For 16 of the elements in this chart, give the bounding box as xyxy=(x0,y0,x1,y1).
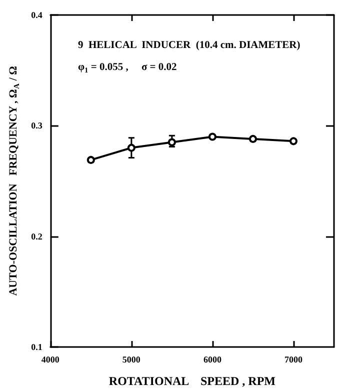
y-tick-label: 0.1 xyxy=(31,342,43,352)
point xyxy=(86,156,95,164)
x-tick-label: 6000 xyxy=(203,354,222,364)
point xyxy=(208,132,216,141)
point xyxy=(248,134,257,143)
x-tick-label: 5000 xyxy=(122,354,141,364)
y-tick-label: 0.2 xyxy=(31,231,43,242)
point xyxy=(127,144,136,152)
x-axis-title: ROTATIONAL SPEED , RPM xyxy=(108,374,276,388)
point xyxy=(168,138,176,146)
x-tick-label: 4000 xyxy=(41,354,60,364)
y-tick-label: 0.4 xyxy=(31,10,43,20)
annotation: 9 HELICAL INDUCER (10.4 cm. DIAMETER) xyxy=(78,40,301,51)
x-tick-label: 7000 xyxy=(284,354,303,364)
y-tick-label: 0.3 xyxy=(31,120,43,131)
point xyxy=(289,137,298,146)
